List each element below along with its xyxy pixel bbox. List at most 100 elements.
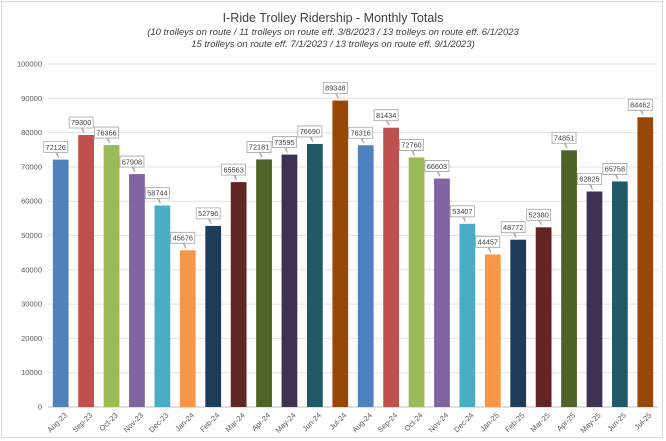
- chart-title: I-Ride Trolley Ridership - Monthly Total…: [222, 11, 444, 25]
- data-label-callout: [246, 141, 272, 158]
- data-label: 74851: [554, 133, 574, 142]
- x-tick-label: Sep-24: [376, 411, 399, 434]
- x-tick-label: Nov-24: [427, 411, 450, 434]
- bar: [103, 145, 120, 407]
- y-tick-label: 50000: [21, 231, 42, 240]
- data-label: 72760: [401, 141, 421, 150]
- data-label-callout: [399, 139, 424, 156]
- data-label: 76690: [300, 127, 320, 136]
- x-tick-label: Oct-24: [402, 411, 424, 433]
- bar: [535, 227, 552, 407]
- data-label-callout: [551, 131, 577, 149]
- bar: [154, 205, 171, 407]
- bar: [383, 127, 400, 407]
- y-tick-label: 100000: [17, 60, 42, 69]
- data-label: 52380: [528, 211, 548, 220]
- x-tick-label: May-25: [579, 411, 603, 435]
- bar: [459, 223, 476, 407]
- bar: [434, 178, 450, 407]
- data-label: 66603: [427, 162, 447, 171]
- y-tick-label: 0: [38, 403, 42, 412]
- bar: [637, 117, 654, 407]
- data-label-callout: [68, 116, 94, 134]
- data-label: 65563: [223, 165, 243, 174]
- x-tick-label: Feb-25: [503, 411, 526, 434]
- data-label-callout: [272, 136, 297, 153]
- data-label-callout: [500, 221, 526, 238]
- x-tick-label: Jul-24: [328, 411, 349, 432]
- bar: [408, 157, 425, 407]
- x-tick-label: Dec-23: [147, 411, 170, 434]
- bar: [611, 181, 628, 407]
- data-label: 72181: [249, 143, 269, 152]
- data-label-callout: [170, 231, 196, 249]
- data-label: 84462: [630, 100, 650, 109]
- data-label-callout: [297, 125, 323, 143]
- data-label: 76366: [96, 128, 116, 137]
- data-label: 52796: [198, 209, 218, 218]
- data-label: 81434: [376, 111, 396, 120]
- data-label: 44457: [478, 238, 498, 247]
- data-label: 48772: [503, 223, 523, 232]
- x-tick-label: Apr-25: [555, 411, 577, 433]
- data-label-callout: [602, 163, 628, 180]
- y-tick-label: 90000: [21, 94, 42, 103]
- data-label-callout: [627, 98, 653, 116]
- bar: [510, 239, 527, 407]
- bar: [129, 174, 145, 407]
- data-label: 79300: [71, 118, 91, 127]
- x-tick-label: Apr-24: [250, 411, 272, 433]
- chart-subtitle-line-2: 15 trolleys on route eff. 7/1/2023 / 13 …: [191, 39, 475, 50]
- data-label-callout: [475, 236, 501, 253]
- x-tick-label: Aug-24: [350, 411, 373, 434]
- data-label-callout: [43, 141, 69, 158]
- chart-subtitle-line-1: (10 trolleys on route / 11 trolleys on r…: [147, 27, 519, 38]
- data-label-callout: [144, 187, 170, 204]
- data-label: 58744: [147, 189, 167, 198]
- x-tick-label: Nov-23: [122, 411, 145, 434]
- y-tick-label: 80000: [21, 128, 42, 137]
- data-label-callout: [373, 109, 399, 126]
- data-label: 62825: [579, 175, 599, 184]
- data-label-callout: [424, 160, 450, 177]
- x-tick-label: Dec-24: [452, 411, 475, 434]
- x-tick-label: Feb-24: [198, 411, 221, 434]
- bar: [256, 159, 272, 407]
- bar: [306, 143, 323, 407]
- x-tick-label: Mar-24: [224, 411, 247, 434]
- bar: [78, 135, 95, 407]
- data-label: 76316: [351, 128, 371, 137]
- bar: [561, 150, 577, 408]
- bar: [281, 154, 298, 407]
- y-tick-label: 60000: [21, 197, 42, 206]
- y-tick-label: 10000: [21, 368, 42, 377]
- data-label: 45676: [173, 234, 193, 243]
- data-label-callout: [526, 208, 552, 226]
- data-label-callout: [119, 155, 145, 173]
- bar: [179, 250, 196, 407]
- bar: [586, 191, 603, 407]
- x-tick-label: May-24: [274, 411, 298, 435]
- data-label: 67908: [122, 157, 142, 166]
- bar: [484, 254, 501, 407]
- data-label-callout: [449, 205, 475, 223]
- data-label-callout: [577, 173, 602, 190]
- bar: [205, 225, 222, 407]
- data-label-callout: [94, 126, 119, 144]
- x-tick-label: Sep-23: [71, 411, 94, 434]
- data-label: 53407: [452, 207, 472, 216]
- bar: [357, 145, 374, 407]
- data-label: 72126: [46, 143, 66, 152]
- x-tick-label: Jun-24: [300, 411, 323, 434]
- bar: [52, 159, 69, 407]
- y-tick-label: 20000: [21, 334, 42, 343]
- x-tick-label: Oct-23: [97, 411, 119, 433]
- y-tick-label: 70000: [21, 162, 42, 171]
- data-label-callout: [195, 207, 221, 225]
- y-tick-label: 30000: [21, 300, 42, 309]
- x-tick-label: Jan-25: [478, 411, 501, 434]
- bar: [230, 182, 247, 407]
- y-tick-label: 40000: [21, 265, 42, 274]
- data-label: 73595: [274, 138, 294, 147]
